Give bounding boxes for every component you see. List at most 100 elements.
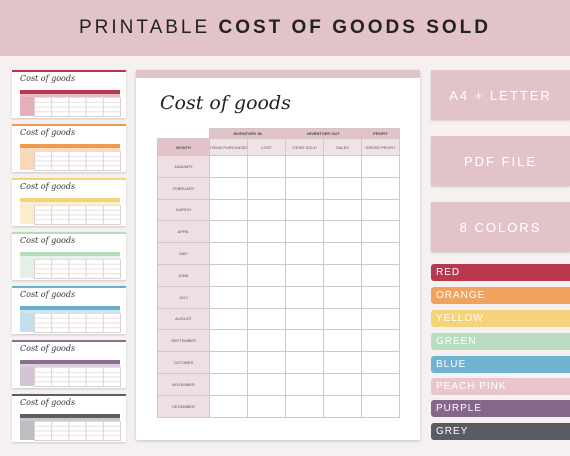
banner-title-light: PRINTABLE [79, 17, 219, 38]
empty-cell [247, 242, 286, 265]
empty-cell [247, 198, 286, 222]
empty-cell [322, 176, 363, 200]
column-header-row: MONTH ITEMS PURCHASED COST ITEMS SOLD SA… [157, 138, 401, 156]
color-green: GREEN [431, 333, 570, 350]
empty-cell [361, 329, 401, 353]
table-row: APRIL [157, 220, 401, 244]
header-month: MONTH [157, 138, 210, 156]
empty-cell [285, 285, 324, 309]
banner-title-bold: COST OF GOODS SOLD [218, 17, 491, 38]
sheet-title: Cost of goods [160, 92, 291, 114]
color-orange: ORANGE [431, 287, 570, 304]
table-row: MAY [157, 242, 401, 265]
color-grey: GREY [431, 423, 570, 440]
header-items-purchased: ITEMS PURCHASED [209, 138, 248, 156]
group-profit: PROFIT [361, 128, 401, 139]
empty-cell [361, 307, 401, 331]
empty-cell [322, 394, 363, 418]
empty-cell [285, 242, 324, 265]
empty-cell [247, 372, 286, 396]
title-banner: PRINTABLE COST OF GOODS SOLD [0, 0, 570, 56]
empty-cell [285, 394, 324, 418]
empty-cell [285, 220, 324, 244]
feature-8-colors: 8 COLORS [431, 202, 570, 252]
empty-cell [361, 176, 401, 200]
group-header-row: INVENTORY IN INVENTORY OUT PROFIT [157, 128, 401, 139]
header-cost: COST [247, 138, 286, 156]
empty-cell [247, 351, 286, 374]
color-blue: BLUE [431, 356, 570, 373]
thumbnail-table [20, 144, 121, 171]
banner-title: PRINTABLE COST OF GOODS SOLD [79, 17, 491, 39]
empty-cell [361, 394, 401, 418]
group-inventory-in: INVENTORY IN [209, 128, 286, 139]
thumbnail-purple: Cost of goods [12, 340, 126, 388]
empty-cell [247, 307, 286, 331]
thumbnail-title: Cost of goods [20, 182, 76, 191]
thumbnail-title: Cost of goods [20, 74, 76, 83]
month-cell: JANUARY [157, 155, 210, 178]
empty-cell [209, 263, 248, 287]
empty-cell [322, 351, 363, 374]
empty-cell [209, 329, 248, 353]
header-items-sold: ITEMS SOLD [285, 138, 324, 156]
empty-cell [361, 351, 401, 374]
month-cell: AUGUST [157, 307, 210, 331]
table-row: JANUARY [157, 155, 401, 178]
month-cell: JUNE [157, 263, 210, 287]
thumbnail-table [20, 360, 121, 387]
thumbnail-green: Cost of goods [12, 232, 126, 280]
color-peach-pink: PEACH PINK [431, 378, 570, 395]
thumbnail-title: Cost of goods [20, 398, 76, 407]
cost-of-goods-table: INVENTORY IN INVENTORY OUT PROFIT MONTH … [157, 128, 401, 418]
empty-cell [361, 198, 401, 222]
empty-cell [361, 263, 401, 287]
color-yellow: YELLOW [431, 310, 570, 327]
header-sales: SALES [322, 138, 363, 156]
table-row: OCTOBER [157, 351, 401, 374]
empty-cell [285, 351, 324, 374]
month-cell: OCTOBER [157, 351, 210, 374]
blank-corner [157, 128, 210, 139]
month-cell: APRIL [157, 220, 210, 244]
empty-cell [247, 176, 286, 200]
thumbnail-title: Cost of goods [20, 290, 76, 299]
empty-cell [285, 263, 324, 287]
month-cell: FEBRUARY [157, 176, 210, 200]
thumbnail-red: Cost of goods [12, 70, 126, 118]
empty-cell [285, 176, 324, 200]
empty-cell [247, 155, 286, 178]
feature-pdf-file: PDF FILE [431, 136, 570, 186]
empty-cell [322, 307, 363, 331]
empty-cell [322, 198, 363, 222]
thumbnail-title: Cost of goods [20, 236, 76, 245]
thumbnail-table [20, 198, 121, 225]
month-cell: SEPTEMBER [157, 329, 210, 353]
month-cell: MARCH [157, 198, 210, 222]
main-sheet-preview: Cost of goods INVENTORY IN INVENTORY OUT… [136, 70, 420, 440]
empty-cell [322, 242, 363, 265]
empty-cell [209, 285, 248, 309]
empty-cell [285, 372, 324, 396]
color-red: RED [431, 264, 570, 281]
month-cell: JULY [157, 285, 210, 309]
thumbnail-blue: Cost of goods [12, 286, 126, 334]
empty-cell [322, 155, 363, 178]
feature-a4-letter: A4 + LETTER [431, 70, 570, 120]
empty-cell [209, 242, 248, 265]
empty-cell [322, 285, 363, 309]
empty-cell [322, 372, 363, 396]
color-purple: PURPLE [431, 400, 570, 417]
empty-cell [209, 155, 248, 178]
thumbnail-orange: Cost of goods [12, 124, 126, 172]
empty-cell [247, 394, 286, 418]
thumbnail-table [20, 90, 121, 117]
empty-cell [247, 329, 286, 353]
month-cell: DECEMBER [157, 394, 210, 418]
empty-cell [285, 329, 324, 353]
thumbnail-title: Cost of goods [20, 128, 76, 137]
month-cell: NOVEMBER [157, 372, 210, 396]
table-row: SEPTEMBER [157, 329, 401, 353]
empty-cell [209, 307, 248, 331]
empty-cell [209, 351, 248, 374]
